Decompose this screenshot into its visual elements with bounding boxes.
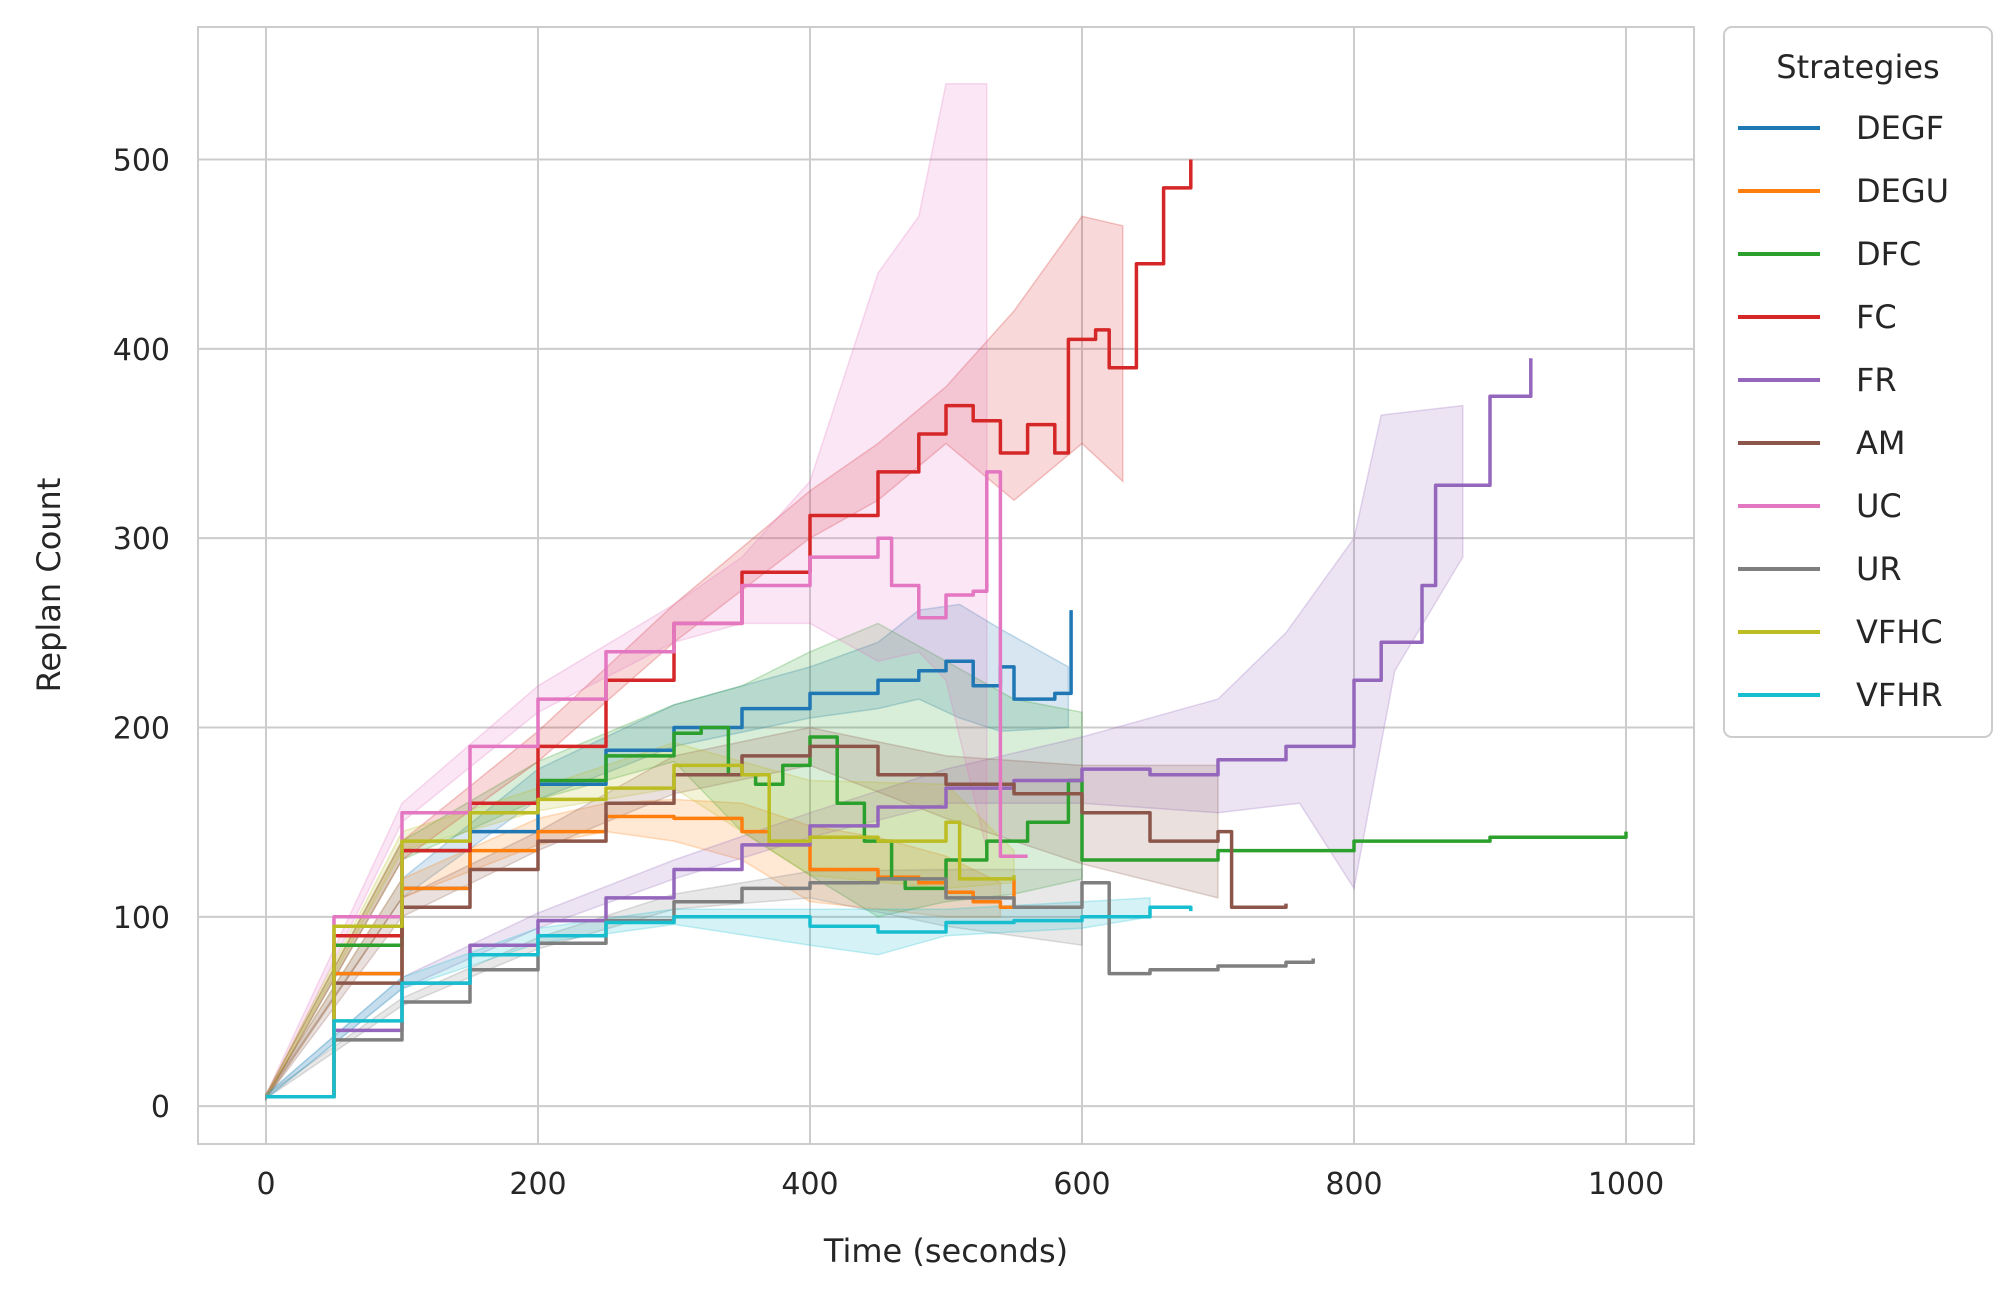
y-tick-label: 0 xyxy=(151,1090,170,1125)
legend-label-ur: UR xyxy=(1856,550,1902,588)
legend-label-dfc: DFC xyxy=(1856,235,1921,273)
legend-label-uc: UC xyxy=(1856,487,1902,525)
x-axis-label: Time (seconds) xyxy=(823,1232,1068,1270)
x-tick-label: 0 xyxy=(256,1167,275,1202)
legend-label-fr: FR xyxy=(1856,361,1897,399)
plot-background xyxy=(197,26,1695,1145)
legend-label-vfhr: VFHR xyxy=(1856,676,1943,714)
confidence-bands xyxy=(265,83,1464,1102)
legend-label-fc: FC xyxy=(1856,298,1897,336)
band-am xyxy=(265,726,1219,1101)
y-tick-label: 100 xyxy=(113,901,170,936)
legend: Strategies DEGF DEGU DFC FC FR AM UC UR VFHC VFHR xyxy=(1723,26,1993,738)
series-line-vfhc xyxy=(266,763,1016,1099)
legend-label-am: AM xyxy=(1856,424,1906,462)
y-axis-label: Replan Count xyxy=(30,478,68,693)
band-dfc xyxy=(265,622,1083,1102)
y-tick-label: 200 xyxy=(113,711,170,746)
legend-label-degf: DEGF xyxy=(1856,109,1944,147)
band-vfhr xyxy=(265,897,1151,1101)
x-tick-label: 200 xyxy=(509,1167,566,1202)
y-tick-label: 400 xyxy=(113,333,170,368)
x-tick-labels: 0 200 400 600 800 1000 xyxy=(256,1167,1664,1202)
legend-box xyxy=(1723,26,1993,738)
x-tick-label: 1000 xyxy=(1588,1167,1664,1202)
band-fc xyxy=(265,215,1124,1102)
x-tick-label: 600 xyxy=(1053,1167,1110,1202)
x-tick-label: 800 xyxy=(1325,1167,1382,1202)
legend-label-degu: DEGU xyxy=(1856,172,1949,210)
y-tick-labels: 0 100 200 300 400 500 xyxy=(113,144,170,1126)
series-line-uc xyxy=(266,470,1028,1099)
y-tick-label: 300 xyxy=(113,522,170,557)
series-lines xyxy=(266,159,1628,1099)
series-line-vfhr xyxy=(266,905,1193,1099)
band-ur xyxy=(265,868,1083,1101)
legend-title: Strategies xyxy=(1776,48,1939,86)
legend-label-vfhc: VFHC xyxy=(1856,613,1943,651)
y-tick-label: 500 xyxy=(113,144,170,179)
grid xyxy=(198,27,1694,1144)
x-tick-label: 400 xyxy=(781,1167,838,1202)
series-line-am xyxy=(266,744,1288,1099)
legend-items: DEGF DEGU DFC FC FR AM UC UR VFHC VFHR xyxy=(1738,109,1949,714)
